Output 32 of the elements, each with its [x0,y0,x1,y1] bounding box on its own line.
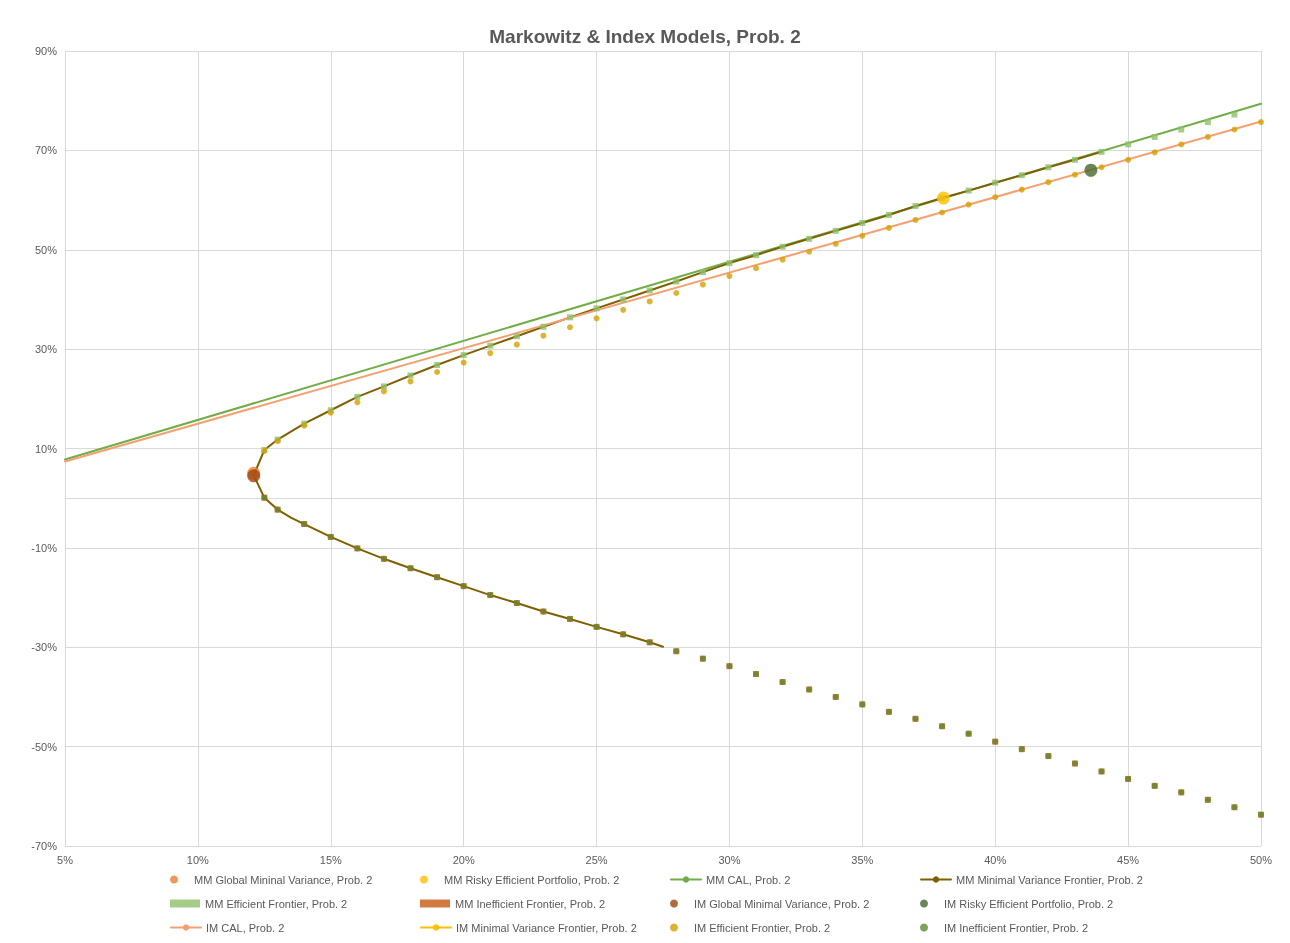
x-tick-label: 15% [319,853,342,866]
x-tick-label: 45% [1117,853,1140,866]
legend-label: IM Efficient Frontier, Prob. 2 [694,921,831,934]
x-tick-label: 50% [1249,853,1273,866]
y-tick-label: 90% [34,45,58,57]
legend-label: IM CAL, Prob. 2 [206,921,285,934]
x-tick-label: 20% [452,853,475,866]
legend-label: MM CAL, Prob. 2 [706,873,791,886]
y-tick-label: 70% [34,144,58,157]
y-tick-label: -50% [31,740,58,753]
legend-label: MM Risky Efficient Portfolio, Prob. 2 [444,873,620,886]
legend-label: MM Global Mininal Variance, Prob. 2 [194,873,373,886]
y-tick-label: 10% [34,442,58,455]
legend-label: IM Minimal Variance Frontier, Prob. 2 [456,921,637,934]
legend-label: IM Risky Efficient Portfolio, Prob. 2 [944,897,1114,910]
x-tick-label: 40% [984,853,1007,866]
legend-label: MM Inefficient Frontier, Prob. 2 [455,897,606,910]
x-tick-label: 35% [851,853,874,866]
y-tick-label: 50% [34,243,58,256]
x-tick-label: 25% [585,853,608,866]
x-tick-label: 10% [186,853,210,866]
y-tick-label: -30% [31,641,58,654]
y-tick-label: 30% [34,343,58,356]
x-tick-label: 5% [57,853,74,866]
y-tick-label: -10% [31,541,58,554]
legend-label: IM Global Minimal Variance, Prob. 2 [694,897,870,910]
x-tick-label: 30% [718,853,741,866]
legend-label: MM Efficient Frontier, Prob. 2 [205,897,348,910]
legend-label: IM Inefficient Frontier, Prob. 2 [944,921,1089,934]
y-tick-label: -70% [31,840,58,852]
chart-title: Markowitz & Index Models, Prob. 2 [489,26,801,47]
legend-label: MM Minimal Variance Frontier, Prob. 2 [956,873,1143,886]
